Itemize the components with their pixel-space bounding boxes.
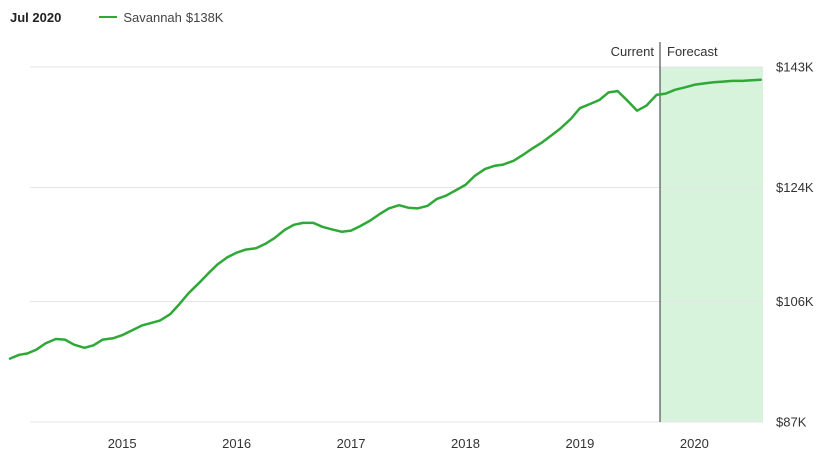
legend-series-name: Savannah — [123, 9, 182, 25]
legend-series-value: $138K — [185, 9, 224, 25]
legend[interactable]: Savannah $138K — [99, 10, 223, 25]
x-tick-label: 2018 — [451, 436, 480, 451]
y-tick-label: $124K — [776, 180, 814, 195]
y-axis-ticks: $143K $124K $106K $87K — [776, 60, 814, 430]
x-tick-label: 2015 — [108, 436, 137, 451]
forecast-region — [660, 67, 763, 422]
series-line-savannah[interactable] — [8, 78, 762, 360]
series-layer[interactable] — [8, 78, 762, 360]
x-tick-label: 2016 — [222, 436, 251, 451]
y-tick-label: $87K — [776, 415, 807, 430]
x-axis-ticks: 2015 2016 2017 2018 2019 2020 — [108, 436, 709, 451]
x-tick-label: 2019 — [565, 436, 594, 451]
grid-lines — [30, 66, 763, 423]
date-label: Jul 2020 — [10, 9, 62, 25]
x-tick-label: 2017 — [337, 436, 366, 451]
y-tick-label: $106K — [776, 294, 814, 309]
current-label: Current — [611, 44, 655, 59]
legend-line-swatch — [99, 16, 118, 18]
chart-header: Jul 2020 Savannah $138K — [10, 6, 223, 28]
forecast-label: Forecast — [667, 44, 718, 59]
current-forecast-markers: Current Forecast — [611, 42, 718, 422]
forecast-band — [660, 67, 763, 422]
y-tick-label: $143K — [776, 60, 814, 75]
x-tick-label: 2020 — [680, 436, 709, 451]
